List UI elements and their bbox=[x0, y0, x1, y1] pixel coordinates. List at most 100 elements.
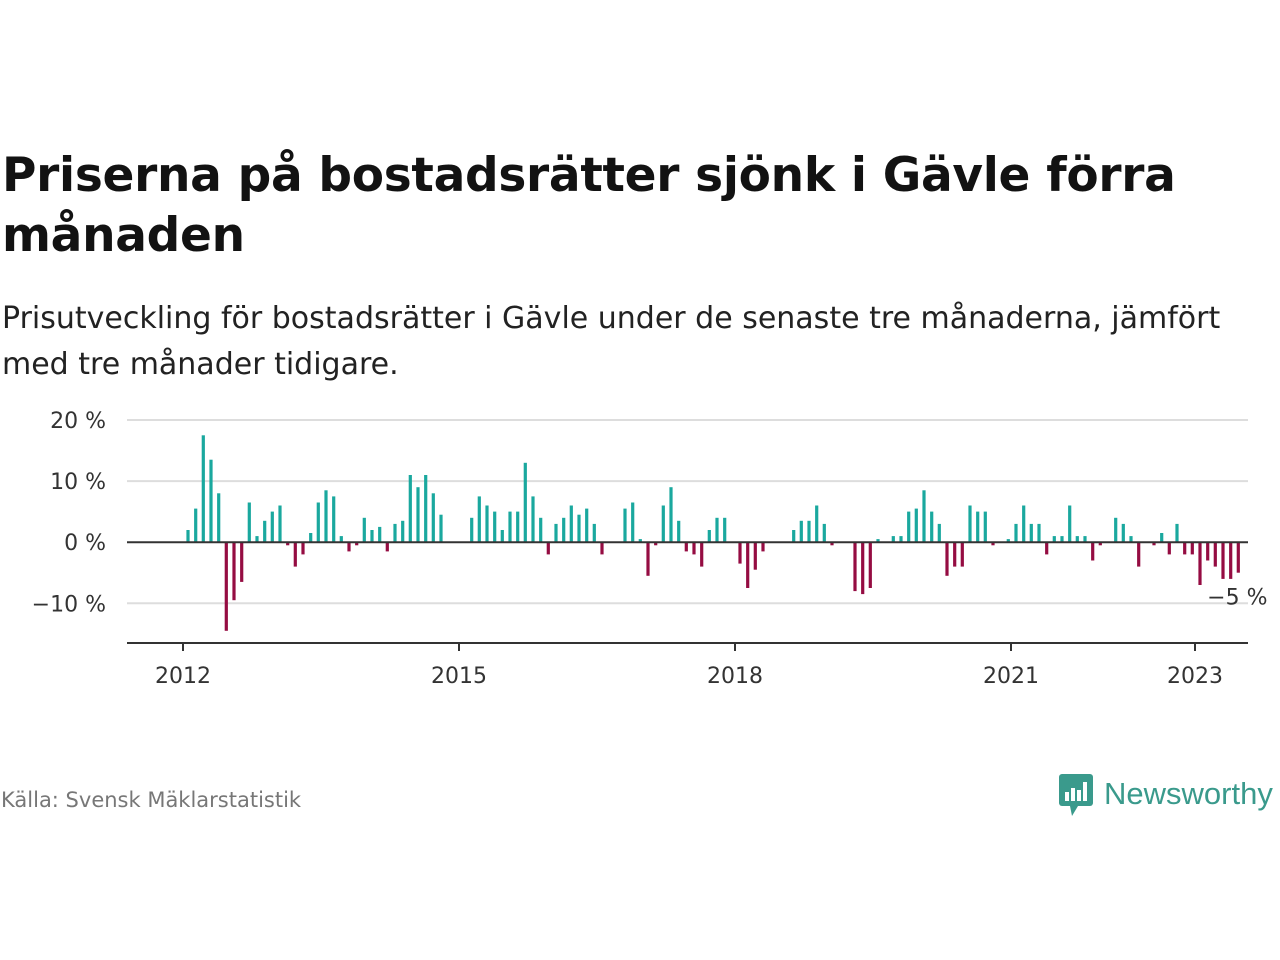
y-tick-label: −10 % bbox=[32, 592, 106, 617]
grid-lines bbox=[127, 419, 1248, 605]
bar bbox=[922, 490, 926, 543]
bar bbox=[1190, 542, 1194, 555]
bar bbox=[370, 530, 374, 543]
bar bbox=[899, 536, 903, 543]
bar bbox=[577, 514, 581, 543]
bar bbox=[738, 542, 742, 564]
bar bbox=[953, 542, 957, 567]
bar bbox=[1206, 542, 1210, 561]
bar bbox=[232, 542, 236, 601]
bar bbox=[983, 511, 987, 543]
bar bbox=[554, 523, 558, 543]
bar bbox=[654, 542, 658, 546]
bar bbox=[1045, 542, 1049, 555]
bar bbox=[753, 542, 757, 570]
newsworthy-bar-chart-icon bbox=[1059, 774, 1093, 816]
bar bbox=[339, 536, 343, 543]
bar bbox=[907, 511, 911, 543]
bar bbox=[1213, 542, 1217, 567]
bar bbox=[646, 542, 650, 576]
bar bbox=[224, 542, 228, 631]
bar bbox=[853, 542, 857, 592]
bar bbox=[562, 517, 566, 543]
bar bbox=[792, 530, 796, 543]
bar bbox=[1160, 533, 1164, 543]
bar bbox=[945, 542, 949, 576]
bar bbox=[807, 520, 811, 543]
bar bbox=[669, 487, 673, 543]
bar bbox=[240, 542, 244, 582]
bar bbox=[830, 542, 834, 546]
bar bbox=[661, 505, 665, 543]
bar bbox=[1068, 505, 1072, 543]
bar bbox=[316, 502, 320, 543]
bar bbox=[1014, 523, 1018, 543]
bar bbox=[1221, 542, 1225, 579]
bar bbox=[539, 517, 543, 543]
bar bbox=[523, 462, 527, 543]
bar bbox=[707, 530, 711, 543]
bar bbox=[324, 490, 328, 543]
x-axis-ticks: 2012 2015 2018 2021 2023 bbox=[155, 643, 1223, 689]
bar bbox=[1175, 523, 1179, 543]
bar bbox=[677, 520, 681, 543]
bar bbox=[1152, 542, 1156, 546]
bar bbox=[278, 505, 282, 543]
bar bbox=[309, 533, 313, 543]
bar bbox=[401, 520, 405, 543]
bar bbox=[822, 523, 826, 543]
x-tick-label: 2021 bbox=[983, 664, 1039, 689]
bar bbox=[186, 530, 190, 543]
bar bbox=[485, 505, 489, 543]
bar bbox=[1037, 523, 1041, 543]
bar bbox=[761, 542, 765, 552]
bar bbox=[500, 530, 504, 543]
bar bbox=[1083, 536, 1087, 543]
bar bbox=[861, 542, 865, 595]
brand-name: Newsworthy bbox=[1104, 776, 1273, 811]
bar bbox=[301, 542, 305, 555]
y-tick-label: 10 % bbox=[50, 470, 106, 495]
bar bbox=[209, 459, 213, 543]
bar-series bbox=[186, 435, 1240, 631]
page-title: Priserna på bostadsrätter sjönk i Gävle … bbox=[2, 148, 1176, 263]
bar bbox=[700, 542, 704, 567]
last-value-annotation: −5 % bbox=[1207, 586, 1267, 611]
bar bbox=[991, 542, 995, 546]
page-subtitle: Prisutveckling för bostadsrätter i Gävle… bbox=[2, 301, 1221, 382]
bar bbox=[293, 542, 297, 567]
bar bbox=[692, 542, 696, 555]
bar bbox=[592, 523, 596, 543]
bar bbox=[431, 493, 435, 543]
bar bbox=[968, 505, 972, 543]
bar bbox=[960, 542, 964, 567]
bar bbox=[1236, 542, 1240, 573]
bar bbox=[1114, 517, 1118, 543]
bar bbox=[715, 517, 719, 543]
bar bbox=[1052, 536, 1056, 543]
bar-chart: 20 % 10 % 0 % −10 % 2012 2015 2018 2021 2023 −5… bbox=[32, 409, 1268, 689]
bar bbox=[1022, 505, 1026, 543]
bar bbox=[332, 496, 336, 543]
bar bbox=[393, 523, 397, 543]
bar bbox=[1198, 542, 1202, 585]
bar bbox=[746, 542, 750, 588]
bar bbox=[493, 511, 497, 543]
bar bbox=[1183, 542, 1187, 555]
bar bbox=[976, 511, 980, 543]
bar bbox=[868, 542, 872, 588]
x-tick-label: 2023 bbox=[1167, 664, 1223, 689]
bar bbox=[1060, 536, 1064, 543]
x-tick-label: 2012 bbox=[155, 664, 211, 689]
bar bbox=[263, 520, 267, 543]
bar bbox=[378, 526, 382, 543]
bar bbox=[470, 517, 474, 543]
bar bbox=[270, 511, 274, 543]
bar bbox=[439, 514, 443, 543]
bar bbox=[255, 536, 259, 543]
bar bbox=[362, 517, 366, 543]
bar bbox=[1137, 542, 1141, 567]
x-tick-label: 2015 bbox=[431, 664, 487, 689]
bar bbox=[1091, 542, 1095, 561]
bar bbox=[416, 487, 420, 543]
